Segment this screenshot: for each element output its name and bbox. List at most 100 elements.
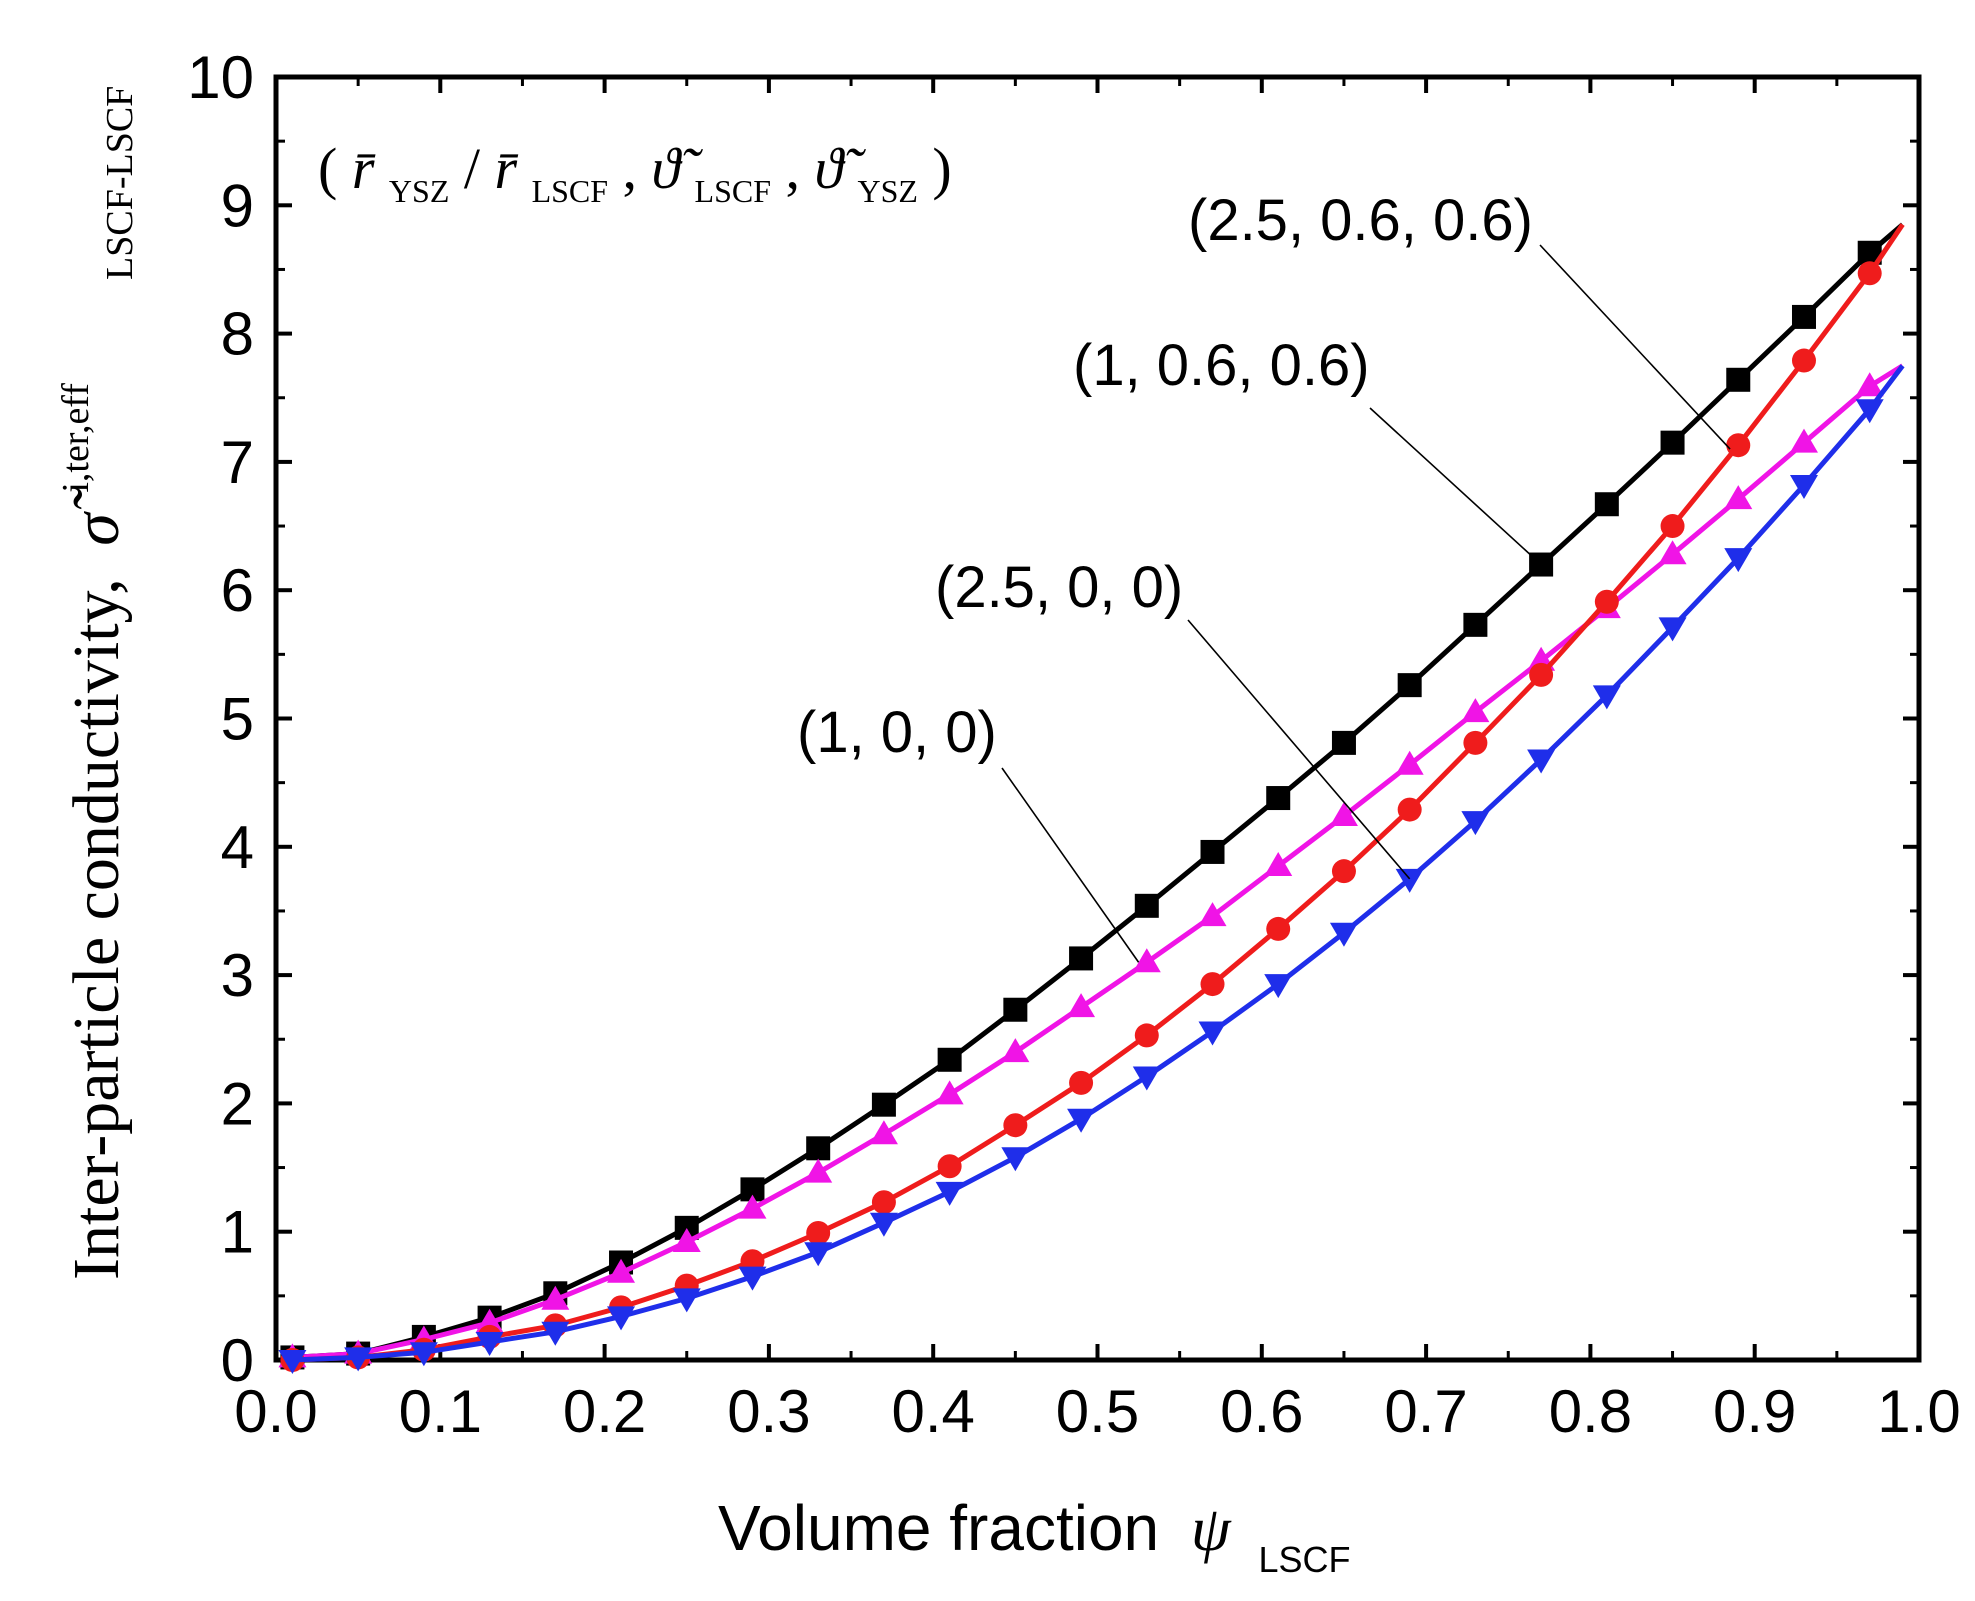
series-0 bbox=[280, 223, 1905, 1372]
data-point bbox=[1069, 1070, 1094, 1095]
axis-ticks bbox=[274, 75, 1921, 1362]
data-point bbox=[1395, 750, 1424, 775]
data-point bbox=[1003, 1113, 1028, 1138]
x-axis-title: Volume fraction ψ LSCF bbox=[718, 1492, 1350, 1580]
x-tick-label: 0.5 bbox=[1056, 1378, 1139, 1445]
data-point bbox=[1264, 852, 1293, 877]
series-line bbox=[292, 364, 1905, 1363]
data-point bbox=[1660, 514, 1685, 539]
leader-line bbox=[1539, 244, 1731, 450]
data-point bbox=[1067, 993, 1096, 1018]
note-theta-lscf-sub: LSCF bbox=[695, 173, 771, 209]
x-tick-label: 0.6 bbox=[1220, 1378, 1303, 1445]
y-tick-label: 1 bbox=[221, 1199, 254, 1266]
series-2 bbox=[278, 364, 1905, 1374]
y-tick-label: 3 bbox=[221, 942, 254, 1009]
data-point bbox=[1724, 485, 1753, 510]
x-tick-label: 0.8 bbox=[1549, 1378, 1632, 1445]
y-axis-superscript: i,ter,eff bbox=[55, 383, 97, 493]
svg-text:Inter-particle conductivity,: Inter-particle conductivity, σ̃ i,ter,ef… bbox=[55, 383, 133, 1280]
x-tick-label: 0.2 bbox=[563, 1378, 646, 1445]
data-point bbox=[1855, 372, 1884, 397]
data-point bbox=[1001, 1147, 1030, 1172]
y-tick-label: 7 bbox=[221, 429, 254, 496]
x-axis-symbol: ψ bbox=[1191, 1493, 1232, 1564]
x-tick-label: 0.9 bbox=[1713, 1378, 1796, 1445]
data-point bbox=[1461, 698, 1490, 723]
series-label: (1, 0, 0) bbox=[797, 700, 997, 765]
note-theta-ysz-sub: YSZ bbox=[857, 173, 917, 209]
data-point bbox=[1855, 399, 1884, 424]
data-point bbox=[607, 1306, 636, 1331]
data-point bbox=[1395, 868, 1424, 893]
data-point bbox=[1857, 261, 1882, 286]
data-point bbox=[672, 1227, 701, 1252]
data-point bbox=[1658, 540, 1687, 565]
data-point bbox=[1789, 428, 1818, 453]
series-line bbox=[292, 363, 1904, 1360]
annotation-layer: (2.5, 0.6, 0.6) (1, 0.6, 0.6) (2.5, 0, 0) (… bbox=[797, 188, 1731, 963]
note-r-lscf: r̄ bbox=[494, 136, 519, 201]
data-point bbox=[1463, 730, 1488, 755]
y-tick-label: 10 bbox=[187, 44, 254, 111]
y-tick-label: 2 bbox=[221, 1070, 254, 1137]
data-point bbox=[1594, 589, 1619, 614]
data-point bbox=[869, 1120, 898, 1145]
data-point bbox=[541, 1321, 570, 1346]
data-point bbox=[869, 1212, 898, 1237]
data-point bbox=[1461, 811, 1490, 836]
x-tick-label: 0.0 bbox=[234, 1378, 317, 1445]
data-point bbox=[937, 1047, 962, 1072]
data-point bbox=[1791, 304, 1816, 329]
data-point bbox=[1264, 974, 1293, 999]
data-point bbox=[1329, 922, 1358, 947]
svg-text:LSCF-LSCF: LSCF-LSCF bbox=[99, 86, 141, 280]
data-point bbox=[1001, 1038, 1030, 1063]
x-tick-label: 0.3 bbox=[727, 1378, 810, 1445]
data-point bbox=[1463, 612, 1488, 637]
data-point bbox=[804, 1242, 833, 1267]
data-point bbox=[1726, 367, 1751, 392]
data-point bbox=[1397, 673, 1422, 698]
data-point bbox=[806, 1136, 831, 1161]
leader-line bbox=[1001, 767, 1140, 963]
data-point bbox=[475, 1332, 504, 1357]
data-point bbox=[1397, 797, 1422, 822]
x-tick-label: 0.4 bbox=[891, 1378, 974, 1445]
data-point bbox=[935, 1080, 964, 1105]
leader-line bbox=[1187, 619, 1411, 880]
series-label: (2.5, 0.6, 0.6) bbox=[1188, 188, 1533, 253]
series-label: (1, 0.6, 0.6) bbox=[1073, 333, 1370, 398]
data-point bbox=[738, 1266, 767, 1291]
y-axis-symbol: σ̃ bbox=[60, 486, 133, 546]
plot-frame bbox=[273, 74, 1922, 1363]
data-point bbox=[806, 1220, 831, 1245]
data-point bbox=[804, 1158, 833, 1183]
data-point bbox=[344, 1347, 373, 1372]
parameter-note: ( r̄ YSZ / r̄ LSCF , ϑ̃ LSCF , ϑ̃ YSZ ) bbox=[318, 136, 952, 215]
x-axis-label: Volume fraction bbox=[718, 1492, 1159, 1564]
data-point bbox=[1134, 1023, 1159, 1048]
y-tick-labels: 0 1 2 3 4 5 6 7 8 9 10 bbox=[187, 44, 254, 1394]
series-layer bbox=[278, 222, 1905, 1374]
y-tick-label: 6 bbox=[221, 557, 254, 624]
data-point bbox=[475, 1308, 504, 1333]
x-axis-subscript: LSCF bbox=[1258, 1539, 1350, 1580]
data-point bbox=[409, 1342, 438, 1367]
data-point bbox=[1266, 916, 1291, 941]
data-point bbox=[871, 1092, 896, 1117]
note-r-lscf-sub: LSCF bbox=[532, 173, 608, 209]
x-tick-label: 1.0 bbox=[1877, 1378, 1960, 1445]
data-point bbox=[1067, 1108, 1096, 1133]
data-point bbox=[1726, 433, 1751, 458]
note-slash: / bbox=[464, 136, 495, 201]
data-point bbox=[1658, 617, 1687, 642]
y-tick-label: 8 bbox=[221, 301, 254, 368]
y-tick-label: 9 bbox=[221, 172, 254, 239]
data-point bbox=[607, 1258, 636, 1283]
data-point bbox=[1198, 902, 1227, 927]
data-point bbox=[1266, 786, 1291, 811]
note-sep-1: , bbox=[623, 136, 652, 201]
data-point bbox=[937, 1154, 962, 1179]
